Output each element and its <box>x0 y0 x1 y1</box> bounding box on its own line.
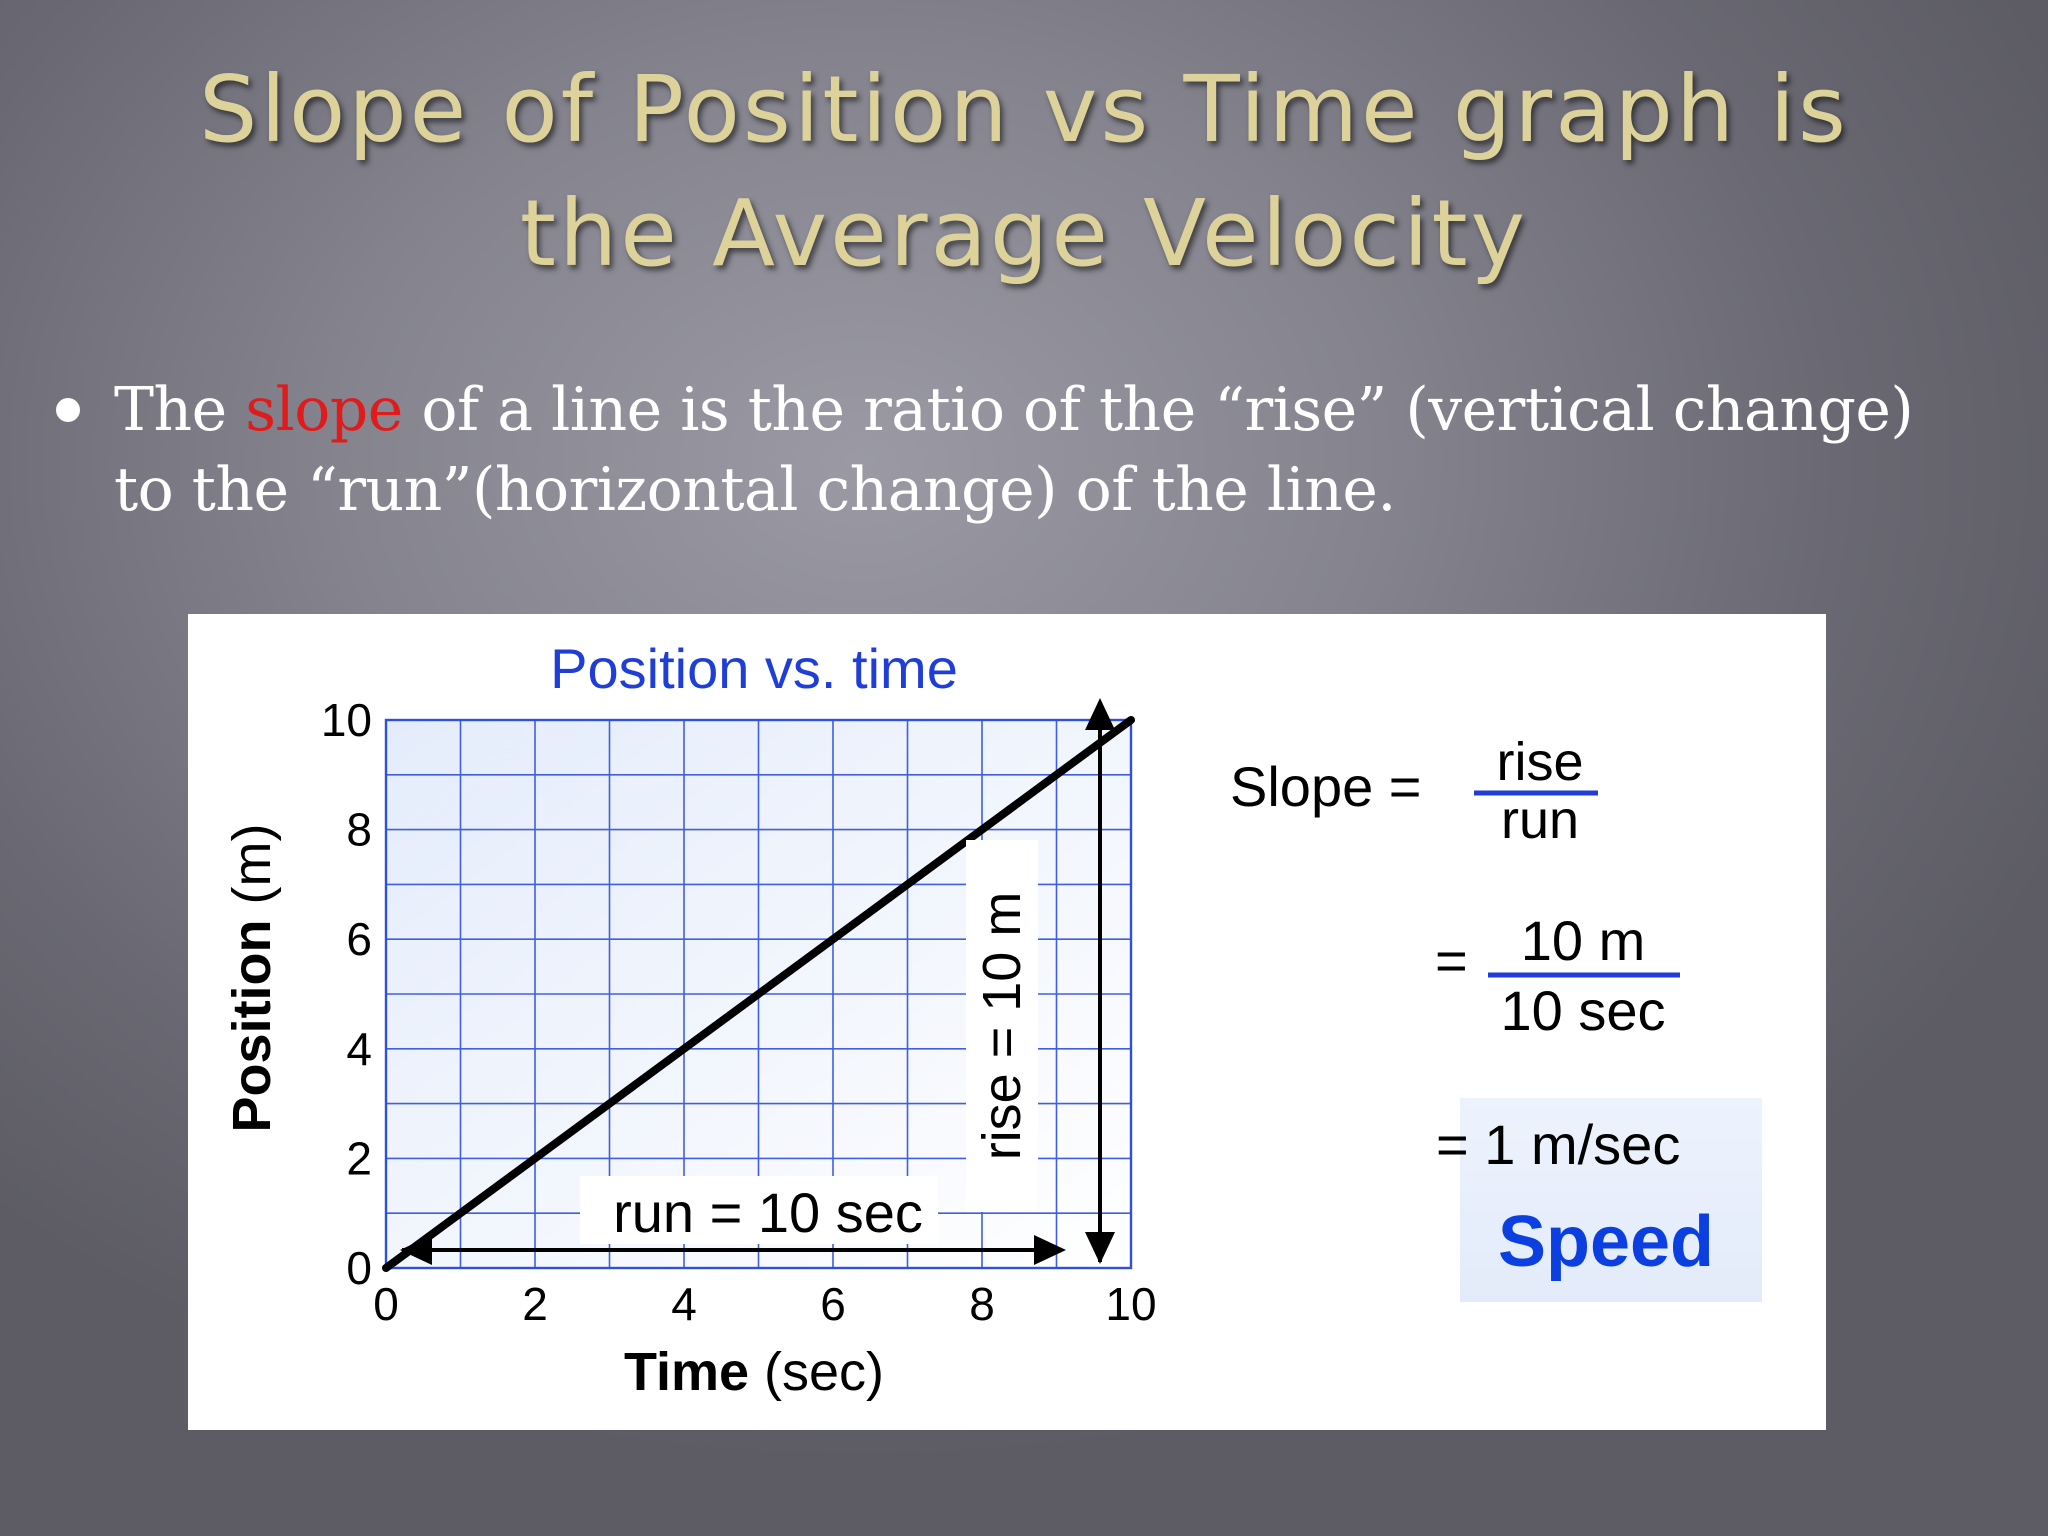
formula-numerator: 10 m <box>1521 909 1646 972</box>
bullet-text: The slope of a line is the ratio of the … <box>114 370 1996 530</box>
bullet-dot-icon <box>56 398 80 422</box>
y-tick-label: 0 <box>346 1242 372 1294</box>
x-tick-label: 6 <box>820 1278 846 1330</box>
rise-arrow-top-head <box>1085 698 1115 730</box>
formula-rise: rise <box>1496 732 1583 792</box>
y-axis-label-bold: Position <box>222 919 282 1132</box>
slide-title-line-2: the Average Velocity <box>519 180 1529 287</box>
x-axis-label: Time (sec) <box>624 1342 884 1402</box>
rise-label-background <box>966 840 1038 1212</box>
series-line <box>382 716 1135 1272</box>
slide-title: Slope of Position vs Time graph is the A… <box>0 48 2048 296</box>
slide-title-line-1: Slope of Position vs Time graph is <box>199 56 1849 163</box>
x-axis-label-unit: (sec) <box>749 1342 884 1402</box>
speed-result-box <box>1460 1098 1762 1302</box>
bullet-text-start: The <box>114 375 246 445</box>
x-tick-labels: 0 2 4 6 8 10 <box>373 1278 1156 1330</box>
bullet-point: The slope of a line is the ratio of the … <box>56 370 1996 530</box>
bullet-highlight-slope: slope <box>245 375 403 445</box>
y-axis-label: Position (m) <box>222 824 282 1133</box>
run-label: run = 10 sec <box>613 1181 923 1244</box>
graph-svg: Position vs. time 0 2 4 6 8 10 0 2 4 6 8 10 Time (… <box>222 637 1762 1402</box>
x-tick-label: 10 <box>1105 1278 1156 1330</box>
y-tick-labels: 0 2 4 6 8 10 <box>321 694 372 1294</box>
run-arrow-left-head <box>400 1235 432 1265</box>
y-tick-label: 10 <box>321 694 372 746</box>
plot-border <box>384 718 1133 1270</box>
graph-figure: Position vs. time 0 2 4 6 8 10 0 2 4 6 8 10 Time (… <box>188 614 1826 1430</box>
slope-formula-label: Slope = <box>1230 755 1422 818</box>
chart-title: Position vs. time <box>550 637 958 700</box>
formula-equals-1: = <box>1435 929 1468 992</box>
x-tick-label: 2 <box>522 1278 548 1330</box>
formula-result: = 1 m/sec <box>1436 1113 1680 1176</box>
run-label-background <box>580 1176 938 1244</box>
y-tick-label: 2 <box>346 1132 372 1184</box>
y-tick-label: 8 <box>346 804 372 856</box>
x-tick-label: 4 <box>671 1278 697 1330</box>
speed-label: Speed <box>1498 1202 1714 1282</box>
run-arrow-right-head <box>1034 1235 1066 1265</box>
series-group <box>382 716 1135 1272</box>
y-tick-label: 4 <box>346 1023 372 1075</box>
y-axis-label-unit: (m) <box>222 824 282 920</box>
rise-arrow-bottom-head <box>1085 1232 1115 1264</box>
x-axis-label-bold: Time <box>624 1342 749 1402</box>
formula-run: run <box>1501 790 1579 850</box>
bullet-text-line-1: of a line is the ratio of the “rise” (ve… <box>402 375 1914 445</box>
y-tick-label: 6 <box>346 913 372 965</box>
rise-label: rise = 10 m <box>972 892 1032 1161</box>
x-tick-label: 8 <box>969 1278 995 1330</box>
x-tick-label: 0 <box>373 1278 399 1330</box>
bullet-text-line-2: to the “run”(horizontal change) of the l… <box>114 455 1396 525</box>
formula-denominator: 10 sec <box>1501 979 1666 1042</box>
